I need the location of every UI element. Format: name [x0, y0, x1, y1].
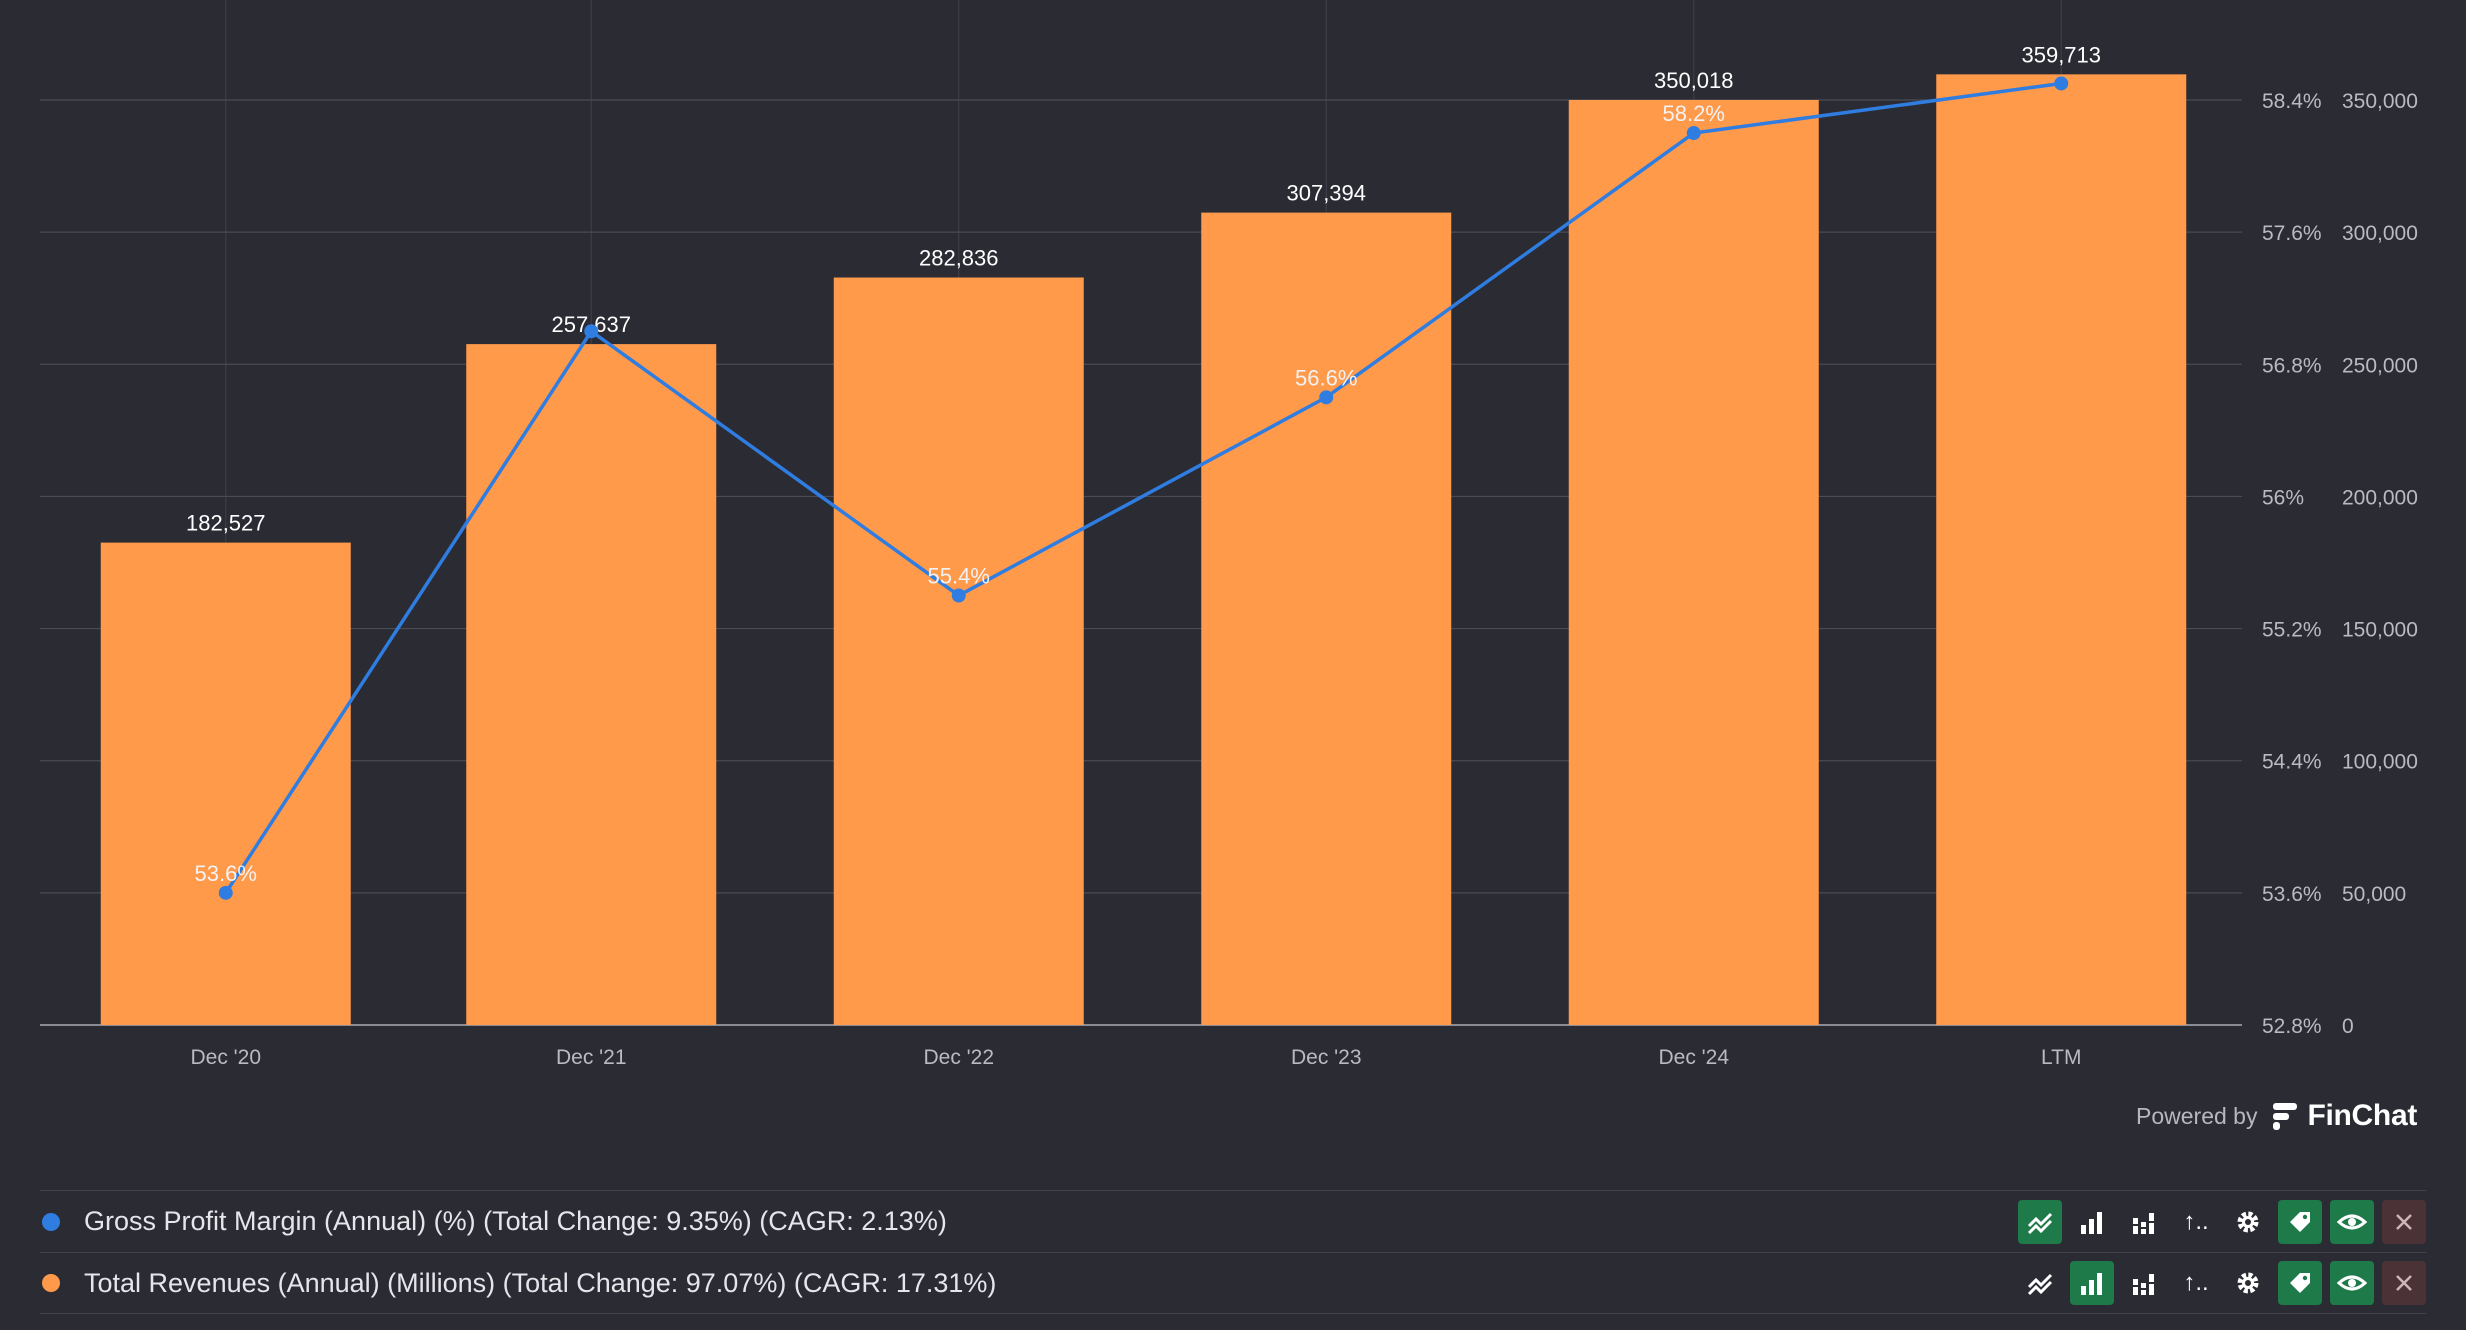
- revenue-bar: [466, 344, 717, 1026]
- label-toggle-button[interactable]: [2278, 1261, 2322, 1305]
- y-axis-margin-tick: 56.8%: [2262, 354, 2322, 377]
- tag-icon: [2290, 1273, 2310, 1293]
- x-axis-tick-label: Dec '23: [1291, 1046, 1362, 1069]
- gross-margin-point: [951, 588, 966, 603]
- eye-icon: [2337, 1275, 2367, 1291]
- y-axis-margin-tick: 58.4%: [2262, 90, 2322, 113]
- bar-chart-toggle-button[interactable]: [2070, 1200, 2114, 1244]
- line-chart-icon: [2027, 1212, 2053, 1234]
- y-axis-revenue-tick: 300,000: [2342, 222, 2418, 245]
- y-axis-revenue-tick: 200,000: [2342, 486, 2418, 509]
- y-axis-revenue-tick: 150,000: [2342, 619, 2418, 642]
- y-axis-margin-tick: 56%: [2262, 486, 2304, 509]
- y-axis-margin-tick: 53.6%: [2262, 883, 2322, 906]
- sort-icon: ↑..: [2183, 1269, 2209, 1296]
- legend-dot-gross-margin: [42, 1212, 60, 1231]
- y-axis-margin-tick: 52.8%: [2262, 1015, 2322, 1038]
- y-axis-margin-tick: 55.2%: [2262, 619, 2322, 642]
- legend-tools-gross-margin: ↑..: [2018, 1199, 2426, 1244]
- legend-row-total-revenues: Total Revenues (Annual) (Millions) (Tota…: [40, 1252, 2426, 1314]
- legend-row-gross-margin: Gross Profit Margin (Annual) (%) (Total …: [40, 1190, 2426, 1252]
- legend-label-gross-margin: Gross Profit Margin (Annual) (%) (Total …: [84, 1206, 947, 1236]
- y-axis-revenue-tick: 350,000: [2342, 90, 2418, 113]
- y-axis-revenue-tick: 0: [2342, 1015, 2354, 1038]
- finchat-logo-icon: [2273, 1103, 2298, 1130]
- chart-plot: 182,527257,637282,836307,394350,018359,7…: [40, 0, 2418, 1069]
- visibility-toggle-button[interactable]: [2330, 1199, 2374, 1244]
- sort-toggle-button[interactable]: ↑..: [2174, 1261, 2218, 1305]
- revenue-bar-label: 282,836: [919, 246, 999, 271]
- revenue-bar: [833, 277, 1084, 1025]
- y-axis-revenue-tick: 50,000: [2342, 883, 2406, 906]
- legend-label-total-revenues: Total Revenues (Annual) (Millions) (Tota…: [84, 1267, 997, 1298]
- sort-icon: ↑..: [2183, 1207, 2209, 1235]
- gross-margin-point: [1686, 126, 1701, 141]
- close-icon: [2396, 1275, 2412, 1291]
- powered-by-finchat: Powered by FinChat: [2136, 1096, 2417, 1136]
- line-chart-icon: [2027, 1273, 2053, 1296]
- revenue-bar-label: 359,713: [2021, 42, 2101, 67]
- label-toggle-button[interactable]: [2278, 1199, 2322, 1244]
- x-axis-tick-label: Dec '22: [923, 1046, 994, 1069]
- y-axis-margin-tick: 57.6%: [2262, 222, 2322, 245]
- revenue-bar-label: 350,018: [1654, 68, 1734, 93]
- powered-by-label: Powered by: [2136, 1102, 2258, 1129]
- gross-margin-label: 53.6%: [195, 861, 257, 886]
- revenue-bar-label: 182,527: [186, 511, 266, 536]
- legend-tools-total-revenues: ↑..: [2018, 1261, 2426, 1305]
- line-chart-toggle-button[interactable]: [2018, 1261, 2062, 1305]
- gear-icon: [2237, 1211, 2259, 1232]
- tag-icon: [2290, 1211, 2310, 1232]
- gross-margin-label: 58.2%: [1663, 101, 1725, 126]
- gross-margin-label: 56.6%: [1295, 365, 1357, 390]
- sort-toggle-button[interactable]: ↑..: [2174, 1200, 2218, 1244]
- x-axis-tick-label: Dec '21: [556, 1046, 627, 1069]
- stacked-bar-toggle-button[interactable]: [2122, 1200, 2166, 1244]
- bar-chart-icon: [2081, 1273, 2102, 1295]
- stacked-bar-icon: [2133, 1274, 2154, 1295]
- y-axis-revenue-tick: 100,000: [2342, 751, 2418, 774]
- gross-margin-point: [218, 885, 233, 900]
- remove-series-button[interactable]: [2382, 1261, 2426, 1305]
- finchat-logo[interactable]: FinChat: [2271, 1099, 2417, 1133]
- settings-button[interactable]: [2226, 1261, 2270, 1305]
- bar-chart-toggle-button[interactable]: [2070, 1261, 2114, 1305]
- x-axis-tick-label: LTM: [2041, 1046, 2081, 1069]
- revenue-bar: [1201, 212, 1452, 1026]
- stacked-bar-icon: [2133, 1212, 2154, 1234]
- y-axis-revenue-tick: 250,000: [2342, 354, 2418, 377]
- bar-chart-icon: [2081, 1211, 2102, 1234]
- gross-margin-point: [584, 324, 599, 339]
- revenue-bar: [100, 542, 351, 1025]
- stacked-bar-toggle-button[interactable]: [2122, 1261, 2166, 1305]
- gross-margin-point: [1319, 390, 1334, 405]
- line-chart-toggle-button[interactable]: [2018, 1199, 2062, 1244]
- y-axis-margin-tick: 54.4%: [2262, 751, 2322, 774]
- gear-icon: [2237, 1272, 2259, 1294]
- revenue-bar: [1936, 74, 2187, 1025]
- legend-dot-total-revenues: [42, 1274, 60, 1292]
- visibility-toggle-button[interactable]: [2330, 1261, 2374, 1305]
- x-axis-tick-label: Dec '20: [190, 1046, 261, 1069]
- finchat-brand-name: FinChat: [2307, 1099, 2418, 1132]
- gross-margin-line: [224, 81, 2062, 894]
- revenue-bar: [1568, 99, 1819, 1025]
- close-icon: [2396, 1213, 2412, 1230]
- eye-icon: [2337, 1214, 2367, 1229]
- settings-button[interactable]: [2226, 1200, 2270, 1244]
- x-axis-tick-label: Dec '24: [1658, 1046, 1729, 1069]
- revenue-bar-label: 307,394: [1286, 181, 1366, 206]
- gross-margin-point: [2054, 76, 2069, 91]
- gross-margin-label: 55.4%: [928, 564, 990, 589]
- remove-series-button[interactable]: [2382, 1199, 2426, 1244]
